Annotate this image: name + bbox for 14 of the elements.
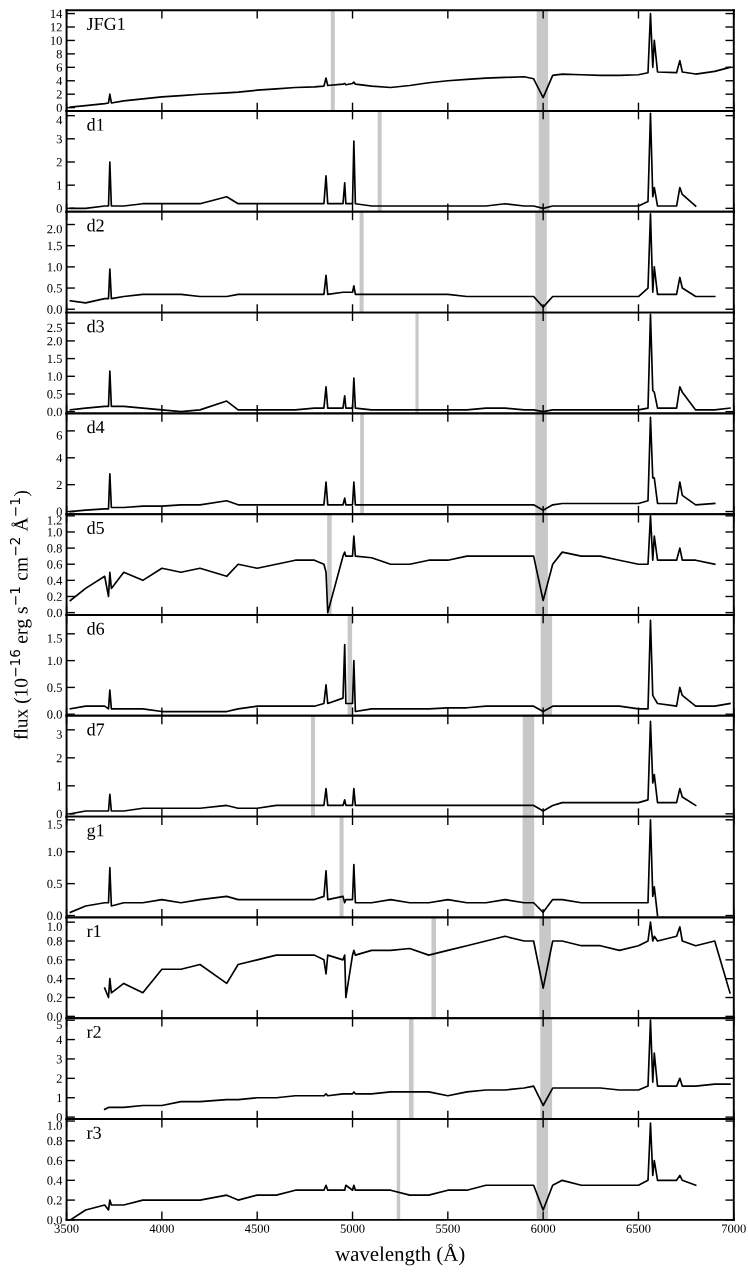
chart-title: r1	[86, 925, 101, 938]
chart-title: r2	[86, 1025, 101, 1038]
chart-title: d5	[87, 521, 104, 534]
chart-title: d2	[87, 218, 104, 232]
x-axis-title: wavelength (Å)	[335, 1243, 465, 1266]
chart-title: d4	[87, 420, 105, 434]
chart-title: r3	[86, 1126, 101, 1139]
chart-title: d6	[87, 622, 105, 635]
chart-title: d3	[87, 319, 104, 333]
chart-title: JFG1	[86, 17, 125, 30]
chart-title: d1	[87, 118, 104, 131]
chart-title: g1	[87, 824, 104, 841]
text: flux (10$^{−16}$ erg s$^{−1}$ cm$^{−2}$ Å$^{−1}$)	[9, 490, 32, 740]
chart-title: d7	[87, 722, 105, 736]
